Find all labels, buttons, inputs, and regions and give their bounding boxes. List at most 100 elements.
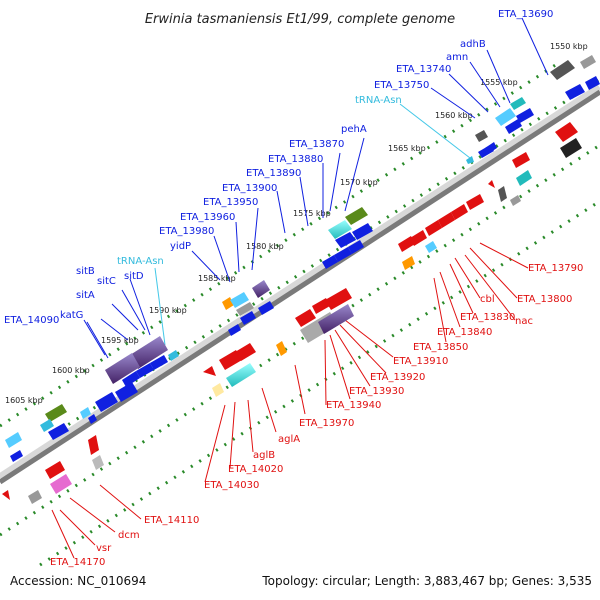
gene-label: ETA_14090 [4,315,59,326]
gene-feature [318,304,354,334]
gene-label: ETA_13850 [413,342,468,353]
kbp-tick: 1550 kbp [550,42,588,51]
gene-feature-arrow [348,240,364,254]
gene-feature-arrow [150,355,168,370]
gene-label: ETA_13960 [180,212,235,223]
gene-feature-arrow [565,84,585,100]
gene-label: katG [60,310,83,321]
gene-label: ETA_13740 [396,64,451,75]
accession-text: Accession: NC_010694 [10,574,146,588]
gene-label: ETA_13750 [374,80,429,91]
gene-label: ETA_14030 [204,480,259,491]
gene-label: sitD [124,271,144,282]
gene-feature-arrow [585,76,600,90]
gene-feature-arrow [2,490,10,500]
gene-label: ETA_13940 [326,400,381,411]
trna-feature [168,350,179,361]
gene-feature-arrow [203,366,216,376]
lower-leader-lines [51,242,529,559]
upper-gene-labels: ETA_13690 adhB amn ETA_13740 ETA_13750 t… [4,9,553,326]
genome-backbone [0,89,600,485]
gene-feature-arrow [334,247,352,262]
gene-feature [236,302,254,316]
trna-leader-lines [154,103,471,346]
kbp-tick: 1565 kbp [388,144,426,153]
gene-label: sitB [76,266,95,277]
kbp-tick: 1560 kbp [435,111,473,120]
gene-feature [475,130,488,142]
gene-feature [425,241,437,253]
gene-feature [212,383,224,397]
kbp-ticks: 1550 kbp 1555 kbp 1560 kbp 1565 kbp 1570… [5,42,588,405]
gene-feature [345,207,368,225]
ruler-upper-outer [0,60,561,428]
gene-feature-arrow [325,288,352,310]
gene-feature-arrow [240,311,256,325]
topology-text: Topology: circular; Length: 3,883,467 bp… [261,574,592,588]
gene-feature [28,490,42,504]
gene-feature-arrow [410,230,427,246]
upper-leader-lines [83,17,549,359]
gene-feature-arrow [335,232,356,248]
gene-feature [516,170,532,186]
gene-label: ETA_13980 [159,226,214,237]
gene-label: aglA [278,434,300,445]
lower-gene-labels: ETA_13790 ETA_13800 nac cbl ETA_13830 ET… [50,263,583,568]
gene-label: sitC [97,276,116,287]
gene-feature-arrow [136,363,154,378]
gene-label: ETA_13900 [222,183,277,194]
gene-feature [510,195,521,206]
gene-label: ETA_13690 [498,9,553,20]
gene-feature [50,474,72,494]
gene-feature-arrow [295,309,316,327]
gene-feature-arrow [505,119,522,134]
gene-feature [550,60,575,80]
gene-feature-arrow [485,142,497,154]
gene-label: yidP [170,241,191,252]
gene-feature-arrow [312,298,330,314]
kbp-tick: 1605 kbp [5,396,43,405]
gene-feature-arrow [95,392,118,412]
gene-feature-arrow [425,220,442,236]
trna-label: tRNA-Asn [117,256,164,267]
gene-feature [328,220,352,239]
gene-label: sitA [76,290,95,301]
gene-label: ETA_14020 [228,464,283,475]
gene-label: ETA_13880 [268,154,323,165]
kbp-tick: 1575 kbp [293,209,331,218]
kbp-tick: 1595 kbp [101,336,139,345]
gene-label: nac [515,316,533,327]
gene-label: ETA_13840 [437,327,492,338]
gene-feature [80,407,91,419]
gene-label: ETA_14170 [50,557,105,568]
gene-feature-arrow [352,223,373,240]
kbp-tick: 1570 kbp [340,178,378,187]
gene-feature-arrow [398,236,415,252]
gene-feature-arrow [219,350,242,370]
gene-label: ETA_13790 [528,263,583,274]
gene-label: ETA_13970 [299,418,354,429]
reverse-genes [2,122,582,504]
gene-feature-arrow [48,423,69,440]
kbp-tick: 1590 kbp [149,306,187,315]
gene-feature-arrow [88,435,99,455]
gene-label: ETA_13890 [246,168,301,179]
gene-feature [5,432,22,448]
gene-feature-arrow [466,194,484,210]
gene-label: ETA_13930 [349,386,404,397]
gene-feature-arrow [115,382,138,402]
kbp-tick: 1555 kbp [480,78,518,87]
gene-label: aglB [253,450,275,461]
gene-feature-arrow [488,180,495,188]
gene-feature [560,138,582,158]
gene-label: pehA [341,124,367,135]
gene-feature-arrow [122,371,140,387]
gene-label: ETA_13870 [289,139,344,150]
gene-feature [276,341,287,356]
gene-feature-arrow [235,343,256,361]
gene-label: amn [446,52,468,63]
gene-label: ETA_13830 [460,312,515,323]
gene-feature-arrow [438,212,455,228]
gene-feature-arrow [516,108,534,123]
